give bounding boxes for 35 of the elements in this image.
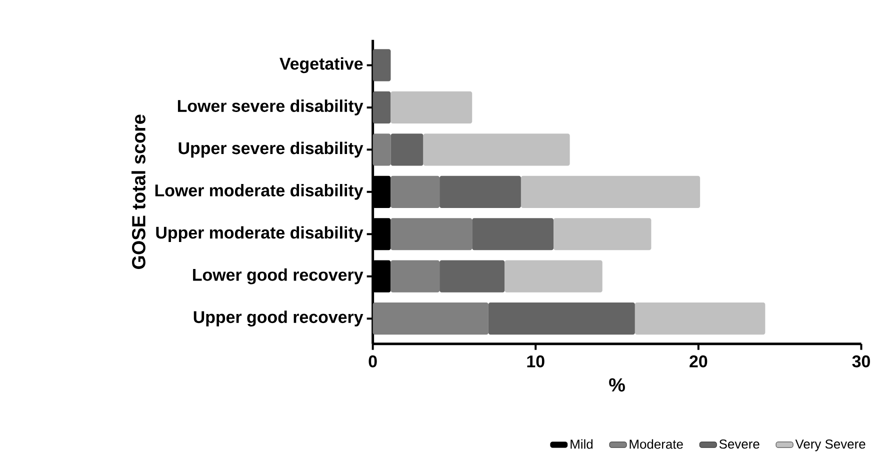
bar: [440, 260, 505, 292]
bar: [440, 176, 521, 208]
y-axis-title: GOSE total score: [132, 114, 146, 269]
y-tick-label: Vegetative: [280, 57, 363, 73]
legend-label: Severe: [719, 439, 760, 448]
y-tick-label: Lower severe disability: [178, 99, 364, 116]
bar: [504, 260, 602, 292]
bar: [390, 91, 472, 124]
bar: [372, 133, 391, 166]
bar: [554, 218, 652, 250]
y-tick-label: Upper good recovery: [194, 310, 364, 326]
legend-label: Mild: [570, 439, 593, 449]
bar: [372, 302, 488, 334]
x-tick-label: 0: [368, 355, 377, 368]
y-tick-label: Lower good recovery: [193, 268, 364, 284]
legend-label: Very Severe: [795, 439, 866, 451]
x-tick-label: 10: [527, 355, 544, 368]
legend-label: Moderate: [630, 439, 683, 449]
bar: [520, 176, 700, 208]
bar: [390, 260, 440, 292]
y-tick-label: Upper severe disability: [178, 142, 364, 158]
bar: [372, 48, 391, 82]
x-tick-label: 20: [690, 355, 708, 368]
x-tick-label: 30: [852, 355, 870, 368]
y-tick-label: Upper moderate disability: [156, 226, 364, 242]
bar: [390, 218, 472, 250]
bar: [423, 133, 570, 166]
bar: [390, 176, 440, 208]
bar: [634, 302, 766, 334]
y-tick-label: Lower moderate disability: [155, 184, 364, 200]
bar: [472, 218, 554, 250]
bar: [372, 91, 391, 124]
bar: [488, 302, 635, 334]
x-axis-title: %: [609, 378, 625, 392]
bar: [390, 133, 424, 166]
